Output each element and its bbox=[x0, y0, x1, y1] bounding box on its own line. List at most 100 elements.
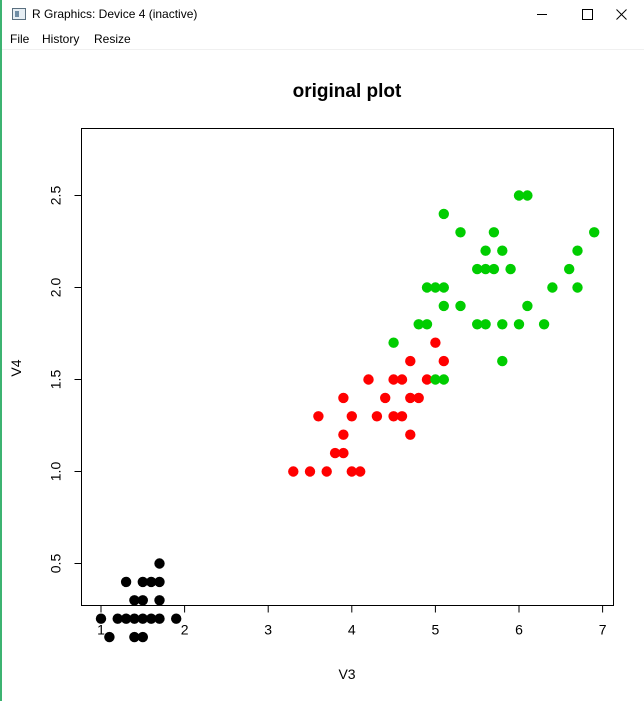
data-point bbox=[120, 613, 132, 624]
data-point bbox=[497, 245, 508, 256]
data-point bbox=[455, 227, 466, 238]
x-tick-label: 3 bbox=[264, 622, 272, 638]
data-point bbox=[338, 447, 349, 459]
data-point bbox=[388, 374, 399, 385]
chart-title: original plot bbox=[293, 81, 402, 102]
data-point bbox=[396, 411, 408, 422]
y-tick-label: 1.0 bbox=[48, 462, 64, 482]
data-point bbox=[146, 613, 157, 624]
data-point bbox=[137, 613, 148, 624]
data-point bbox=[405, 392, 416, 404]
data-point bbox=[120, 576, 132, 588]
data-point bbox=[154, 595, 165, 606]
data-point bbox=[421, 282, 433, 293]
series-0 bbox=[95, 558, 182, 643]
data-point bbox=[455, 300, 466, 312]
data-point bbox=[438, 282, 449, 293]
data-point bbox=[438, 300, 449, 312]
data-point bbox=[522, 190, 533, 201]
x-tick-label: 4 bbox=[348, 622, 356, 638]
data-point bbox=[313, 411, 324, 422]
data-point bbox=[572, 245, 583, 256]
data-point bbox=[371, 411, 383, 422]
close-button[interactable] bbox=[599, 0, 644, 30]
data-point bbox=[154, 558, 165, 569]
data-point bbox=[346, 411, 357, 422]
x-tick-label: 2 bbox=[181, 622, 189, 638]
data-point bbox=[329, 447, 341, 459]
menu-file[interactable]: File bbox=[10, 32, 30, 46]
data-point bbox=[129, 595, 140, 606]
data-point bbox=[497, 319, 508, 330]
data-point bbox=[288, 466, 299, 477]
data-point bbox=[547, 282, 558, 293]
data-point bbox=[95, 613, 107, 624]
data-point bbox=[564, 263, 575, 275]
data-point bbox=[137, 595, 148, 606]
x-axis: 1 2 3 4 5 6 7 bbox=[97, 605, 607, 638]
maximize-button[interactable] bbox=[565, 0, 611, 30]
data-point bbox=[363, 374, 374, 385]
data-point bbox=[405, 355, 416, 367]
data-point bbox=[129, 613, 140, 624]
data-point bbox=[472, 319, 483, 330]
app-window-icon bbox=[12, 8, 26, 20]
x-tick-label: 6 bbox=[515, 622, 523, 638]
data-point bbox=[396, 374, 408, 385]
data-point bbox=[480, 245, 491, 256]
menu-bar: File History Resize bbox=[2, 30, 644, 50]
window-title: R Graphics: Device 4 (inactive) bbox=[32, 7, 198, 21]
data-point bbox=[430, 337, 441, 348]
data-point bbox=[388, 411, 399, 422]
series-1 bbox=[288, 337, 449, 477]
menu-history[interactable]: History bbox=[42, 32, 80, 46]
data-point bbox=[472, 263, 483, 275]
data-point bbox=[522, 300, 533, 312]
data-point bbox=[346, 466, 357, 477]
title-bar[interactable]: R Graphics: Device 4 (inactive) bbox=[2, 0, 644, 30]
data-point bbox=[430, 282, 441, 293]
data-point bbox=[154, 576, 165, 588]
data-point bbox=[480, 319, 491, 330]
data-point bbox=[413, 319, 424, 330]
data-point bbox=[513, 319, 525, 330]
data-point bbox=[538, 319, 550, 330]
data-point bbox=[421, 374, 433, 385]
data-point bbox=[129, 631, 140, 643]
plot-box bbox=[81, 128, 614, 606]
scatter-points bbox=[95, 190, 600, 643]
data-point bbox=[137, 576, 148, 588]
data-point bbox=[421, 319, 433, 330]
x-tick-label: 5 bbox=[432, 622, 440, 638]
data-point bbox=[321, 466, 332, 477]
data-point bbox=[154, 613, 165, 624]
data-point bbox=[355, 466, 366, 477]
data-point bbox=[304, 466, 316, 477]
data-point bbox=[388, 337, 399, 348]
data-point bbox=[497, 355, 508, 367]
data-point bbox=[112, 613, 123, 624]
y-axis-label: V4 bbox=[8, 359, 24, 376]
data-point bbox=[572, 282, 583, 293]
x-tick-label: 1 bbox=[97, 622, 105, 638]
y-axis: 0.5 1.0 1.5 2.0 2.5 bbox=[48, 186, 82, 574]
close-icon bbox=[616, 9, 627, 20]
data-point bbox=[338, 392, 349, 404]
data-point bbox=[438, 374, 449, 385]
menu-resize[interactable]: Resize bbox=[94, 32, 131, 46]
data-point bbox=[589, 227, 600, 238]
data-point bbox=[505, 263, 516, 275]
minimize-button[interactable] bbox=[519, 0, 565, 30]
data-point bbox=[488, 227, 500, 238]
data-point bbox=[513, 190, 525, 201]
data-point bbox=[480, 263, 491, 275]
data-point bbox=[171, 613, 182, 624]
data-point bbox=[405, 429, 416, 440]
x-tick-label: 7 bbox=[599, 622, 607, 638]
data-point bbox=[413, 392, 424, 404]
data-point bbox=[488, 263, 500, 275]
y-tick-label: 2.0 bbox=[48, 278, 64, 298]
data-point bbox=[380, 392, 391, 404]
y-tick-label: 0.5 bbox=[48, 554, 64, 574]
